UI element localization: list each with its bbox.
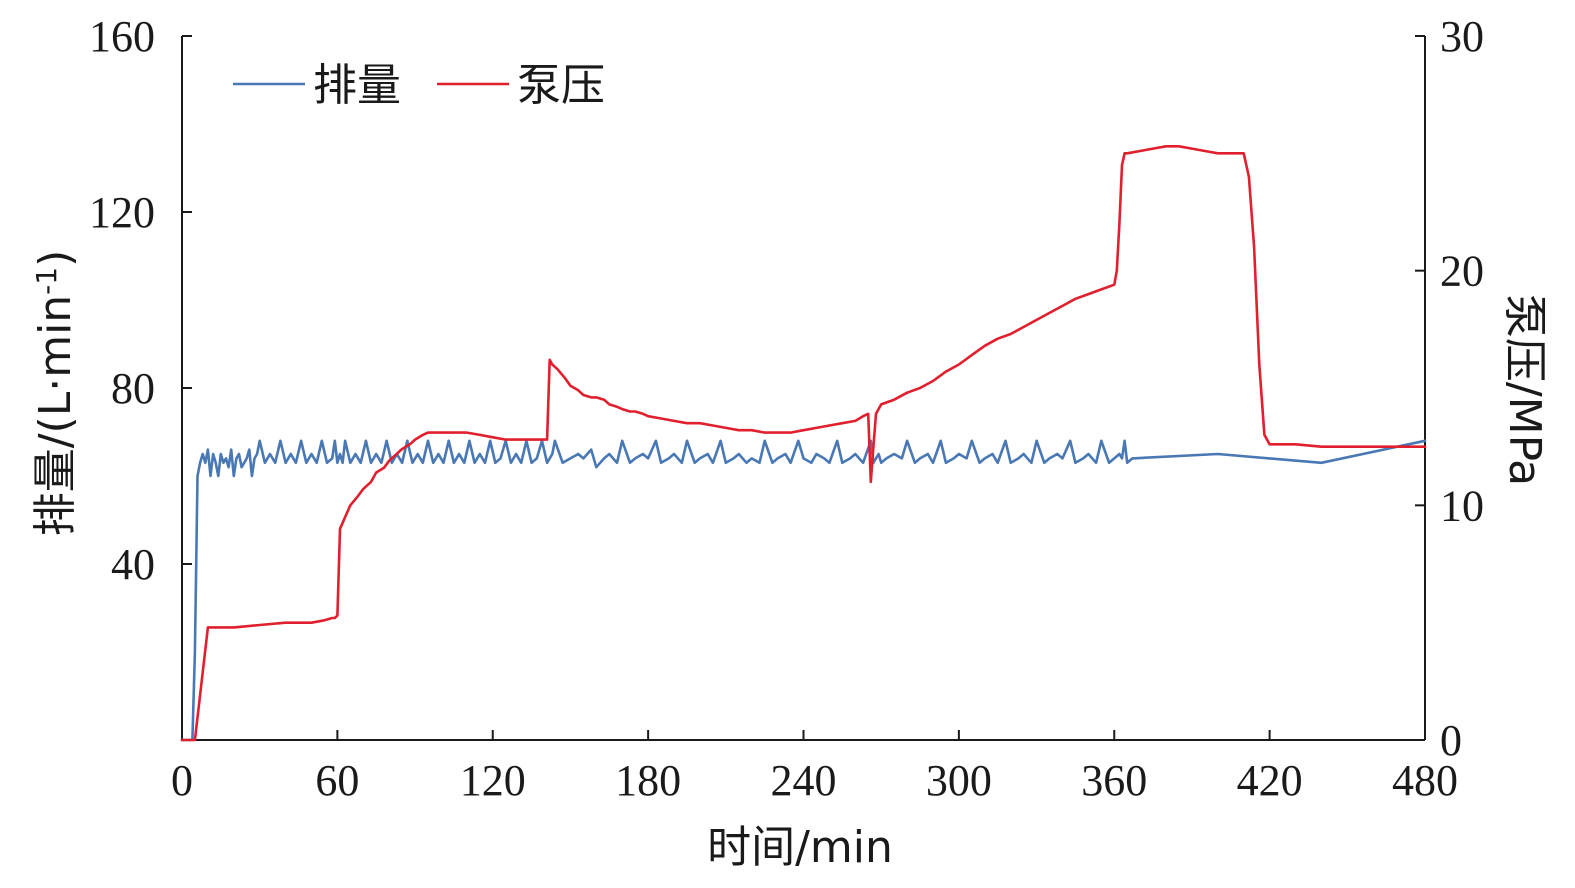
left-y-axis-title: 排量/(L·min-1)	[30, 250, 81, 537]
y2-tick-label: 10	[1440, 481, 1484, 530]
x-tick-label: 300	[926, 756, 992, 805]
series-line-flow	[180, 439, 1427, 742]
series-line-pressure	[180, 145, 1427, 742]
left-y-axis-title-close: )	[30, 250, 81, 267]
x-axis-title: 时间/min	[707, 822, 893, 873]
left-y-ticks: 40 80 120 160	[89, 12, 192, 589]
x-tick-label: 60	[315, 756, 359, 805]
legend-label-flow: 排量	[313, 60, 401, 111]
left-y-axis-title-sup: -1	[30, 267, 63, 295]
x-tick-label: 420	[1237, 756, 1303, 805]
y-tick-label: 120	[89, 188, 155, 237]
x-tick-label: 360	[1081, 756, 1147, 805]
y-tick-label: 80	[111, 364, 155, 413]
y2-tick-label: 0	[1440, 716, 1462, 765]
legend: 排量 泵压	[233, 60, 605, 111]
x-tick-label: 0	[171, 756, 193, 805]
x-tick-label: 240	[771, 756, 837, 805]
x-tick-label: 120	[460, 756, 526, 805]
y-tick-label: 160	[89, 12, 155, 61]
x-tick-label: 480	[1392, 756, 1458, 805]
left-y-axis-title-main: 排量/(L·min	[30, 295, 81, 536]
right-y-axis-title: 泵压/MPa	[1499, 294, 1550, 486]
legend-label-pressure: 泵压	[517, 60, 605, 111]
x-ticks: 0 60 120 180 240 300 360 420 480	[171, 730, 1458, 805]
y2-tick-label: 20	[1440, 247, 1484, 296]
right-y-ticks: 0 10 20 30	[1415, 12, 1484, 765]
x-tick-label: 180	[615, 756, 681, 805]
y2-tick-label: 30	[1440, 12, 1484, 61]
y-tick-label: 40	[111, 540, 155, 589]
